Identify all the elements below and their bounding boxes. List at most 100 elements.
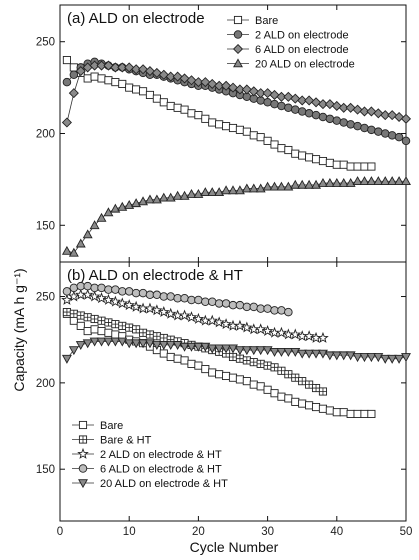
data-point [270,140,279,149]
data-point [276,347,287,357]
data-point [269,347,280,357]
data-point [62,287,72,296]
data-point [263,98,272,107]
data-point [359,353,370,363]
data-point [104,318,113,327]
x-tick-label: 30 [261,526,274,538]
data-point [304,349,315,359]
data-point [118,287,127,296]
data-point [346,162,355,171]
data-point [103,60,114,71]
data-point [331,351,342,361]
data-point [138,288,148,298]
data-point [207,297,217,306]
data-point [338,102,349,113]
data-point [68,290,80,302]
data-point [214,80,225,91]
data-point [61,117,72,128]
data-point [277,392,286,401]
data-point [324,99,335,110]
data-point [200,342,211,352]
panel-a: 150 200 250 (a) ALD on electrode Bare 2 ALD o… [36,4,412,263]
data-point [291,149,300,158]
data-point [277,101,286,111]
data-point [338,177,349,187]
data-point [235,125,244,134]
data-point [193,188,204,198]
data-point [248,86,259,97]
data-point [387,131,397,140]
plot-frame [59,261,407,522]
data-point [69,63,78,72]
data-point [317,99,328,110]
data-point [164,307,177,319]
data-point [89,337,100,347]
data-point [206,314,219,326]
data-point [248,346,259,356]
data-point [61,354,72,364]
data-point [311,179,322,189]
data-point [178,309,191,321]
y-tick-label: 200 [36,129,55,141]
data-point [145,90,155,99]
data-point [192,312,205,324]
data-point [380,176,391,186]
data-point [97,316,106,325]
data-point [213,316,225,328]
legend-label: 2 ALD on electrode [255,30,349,42]
data-point [145,330,155,339]
data-point [95,292,108,304]
data-point [187,359,196,368]
data-point [311,155,321,164]
series-6-ald-on-electrode [61,60,412,128]
series-20-ald-on-electrode [61,176,411,257]
data-point [298,377,307,386]
data-point [111,78,120,87]
data-point [311,110,321,120]
x-tick-label: 50 [400,526,413,538]
data-point [125,323,134,332]
data-point [75,341,86,351]
data-point [367,125,376,135]
data-point [311,402,321,412]
legend-marker [78,420,88,430]
data-point [69,70,79,80]
data-point [241,321,253,333]
data-point [200,77,211,88]
legend-item-2-ald-on-electrode-ht: 2 ALD on electrode & HT [72,447,222,461]
data-point [275,326,288,338]
data-point [248,183,259,193]
data-point [318,387,328,396]
data-point [69,316,78,325]
data-point [255,183,266,193]
data-point [228,300,238,310]
data-point [373,108,384,119]
series-line [66,313,372,415]
data-point [304,179,315,189]
data-point [172,341,183,351]
data-point [366,176,377,186]
panel-title: (b) ALD on electrode & HT [67,267,243,284]
data-point [256,382,265,391]
data-point [234,319,246,331]
data-point [262,346,273,356]
data-point [235,300,245,310]
data-point [297,349,308,359]
data-point [131,339,142,349]
x-tick-label: 10 [123,526,136,538]
data-point [96,212,107,222]
data-point [104,76,113,85]
legend-marker [78,479,88,489]
data-point [194,295,203,305]
data-point [187,295,196,305]
data-point [214,187,225,197]
data-point [201,114,210,123]
data-point [144,302,156,314]
legend-label: 6 ALD on electrode [255,44,349,56]
data-point [345,351,356,361]
data-point [145,290,155,300]
data-point [317,349,328,359]
data-point [90,325,99,334]
data-point [151,194,162,204]
legend-label: 20 ALD on electrode & HT [100,478,228,490]
